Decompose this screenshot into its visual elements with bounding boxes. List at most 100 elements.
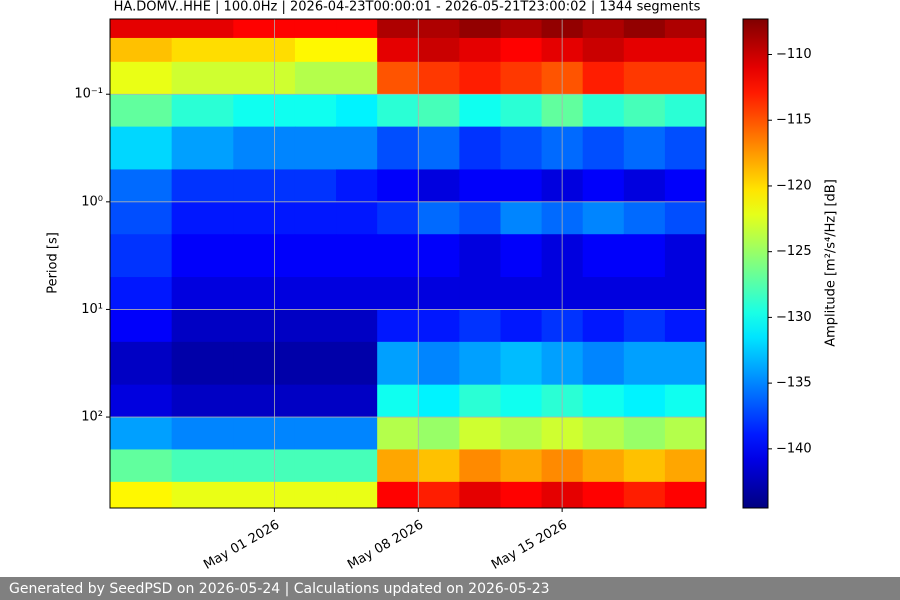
heat-cell [664,481,707,509]
colorbar-tick-label: −125 [776,244,812,259]
heat-cell [110,169,173,203]
colorbar-tick-label: −115 [776,113,812,128]
heat-cell [233,341,296,386]
heat-cell [336,384,378,418]
heat-cell [459,37,501,63]
heat-cell [294,417,337,450]
heat-cell [377,201,419,235]
heat-cell [294,234,337,278]
heat-cell [664,201,707,235]
heat-cell [110,341,173,386]
heat-cell [623,234,666,278]
heat-cell [377,126,419,170]
heat-cell [418,126,460,170]
heat-cell [233,481,296,509]
y-tick-label: 10⁻¹ [74,87,103,102]
heat-cell [623,449,666,483]
heat-cell [500,169,543,203]
heat-cell [418,384,460,418]
heat-cell [171,481,234,509]
heat-cell [582,169,625,203]
plot-frame [109,18,707,509]
heat-cell [459,234,501,278]
heat-cell [623,341,666,386]
heat-cell [233,201,296,235]
heat-cell [582,417,625,450]
colorbar-tick-label: −120 [776,178,812,193]
x-tick-label: May 01 2026 [201,518,282,573]
heat-cell [233,309,296,343]
heat-cell [418,449,460,483]
heat-cell [233,417,296,450]
heat-cell [233,277,296,310]
heat-cell [377,309,419,343]
heat-cell [377,341,419,386]
heat-cell [233,61,296,95]
heat-cell [582,126,625,170]
heat-cell [623,19,666,39]
heat-cell [336,19,378,39]
heat-cell [500,309,543,343]
heat-cell [664,61,707,95]
heat-cell [233,234,296,278]
heat-cell [664,234,707,278]
heat-cell [377,384,419,418]
heat-cell [459,481,501,509]
heat-cell [110,234,173,278]
heat-cell [110,94,173,128]
colorbar-tick-label: −130 [776,310,812,325]
heat-cell [110,61,173,95]
heat-cell [171,169,234,203]
heat-cell [233,94,296,128]
heat-cell [623,61,666,95]
heat-cell [336,37,378,63]
heat-cell [336,309,378,343]
heat-cell [336,341,378,386]
heat-cell [418,341,460,386]
heat-cell [500,341,543,386]
heat-cell [377,449,419,483]
heat-cell [582,37,625,63]
heat-cell [336,201,378,235]
heat-cell [459,169,501,203]
heat-cell [294,126,337,170]
heat-cell [377,169,419,203]
heat-cell [294,201,337,235]
heat-cell [294,94,337,128]
heat-cell [294,61,337,95]
heat-cell [171,201,234,235]
heat-cell [418,234,460,278]
heat-cell [459,449,501,483]
heat-cell [582,201,625,235]
heat-cell [377,37,419,63]
heat-cell [377,234,419,278]
colorbar-tick-label: −110 [776,47,812,62]
heat-cell [110,126,173,170]
heat-cell [500,481,543,509]
heat-cell [418,201,460,235]
heat-cell [500,449,543,483]
heat-cell [623,309,666,343]
heat-cell [110,37,173,63]
heat-cell [294,384,337,418]
heat-cell [582,481,625,509]
heat-cell [294,19,337,39]
heat-cell [233,384,296,418]
heat-cell [500,37,543,63]
heat-cell [294,481,337,509]
heat-cell [418,94,460,128]
heat-cell [664,277,707,310]
heat-cell [377,417,419,450]
heat-cell [294,309,337,343]
colorbar [742,18,769,509]
heat-cell [623,94,666,128]
footer-text: Generated by SeedPSD on 2026-05-24 | Cal… [9,581,550,597]
heat-cell [171,449,234,483]
heat-cell [582,19,625,39]
heat-cell [171,277,234,310]
heat-cell [459,94,501,128]
colorbar-tick-label: −140 [776,441,812,456]
heat-cell [110,277,173,310]
heat-cell [459,61,501,95]
heat-cell [233,19,296,39]
